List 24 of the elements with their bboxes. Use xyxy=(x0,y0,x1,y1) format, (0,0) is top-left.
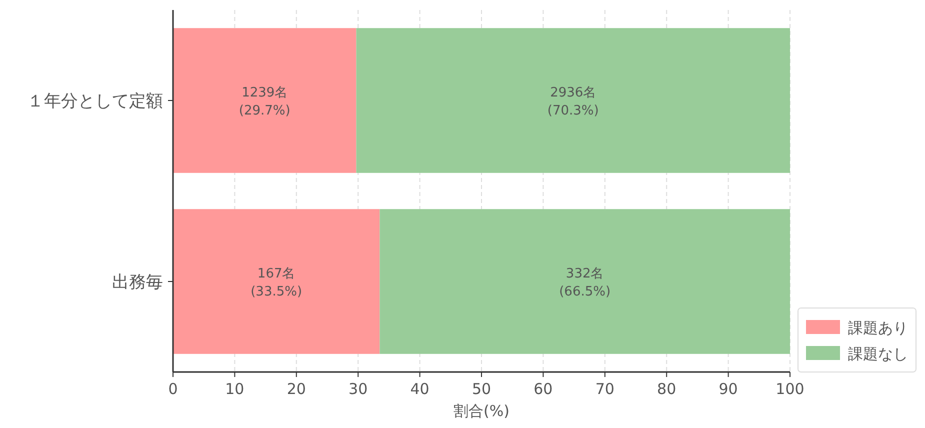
bar xyxy=(173,209,380,354)
x-tick-label: 10 xyxy=(225,380,244,398)
data-label: 1239名 (29.7%) xyxy=(238,86,290,118)
legend-label: 課題あり xyxy=(848,319,908,337)
x-tick-label: 70 xyxy=(595,380,614,398)
data-label: 2936名 (70.3%) xyxy=(547,86,599,118)
data-label: 332名 (66.5%) xyxy=(559,266,611,300)
x-tick-label: 80 xyxy=(657,380,676,398)
x-tick-label: 90 xyxy=(718,380,738,398)
x-axis-title: 割合(%) xyxy=(454,402,510,420)
legend-label: 課題なし xyxy=(848,345,908,363)
x-tick-label: 60 xyxy=(534,380,553,398)
bar xyxy=(356,28,790,173)
x-tick-label: 20 xyxy=(286,380,306,398)
bar xyxy=(380,209,790,354)
x-tick-label: 40 xyxy=(410,380,430,398)
x-tick-label: 30 xyxy=(348,380,368,398)
y-tick-label: １年分として定額 xyxy=(27,92,163,112)
data-label: 167名 (33.5%) xyxy=(250,266,302,300)
y-tick-label: 出務毎 xyxy=(112,272,163,292)
x-tick-label: 50 xyxy=(472,380,492,398)
x-tick-label: 0 xyxy=(168,380,178,398)
x-tick-label: 100 xyxy=(776,380,804,398)
bar xyxy=(173,28,356,173)
